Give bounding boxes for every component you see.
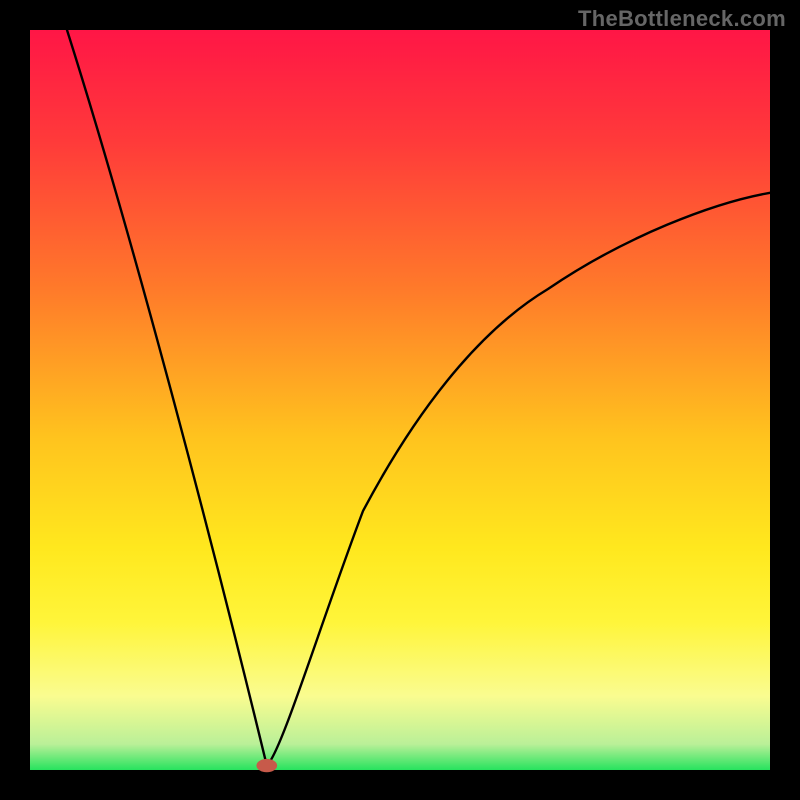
- bottleneck-chart: [0, 0, 800, 800]
- min-marker: [256, 759, 277, 772]
- chart-canvas: TheBottleneck.com: [0, 0, 800, 800]
- watermark-text: TheBottleneck.com: [578, 6, 786, 32]
- plot-background: [30, 30, 770, 770]
